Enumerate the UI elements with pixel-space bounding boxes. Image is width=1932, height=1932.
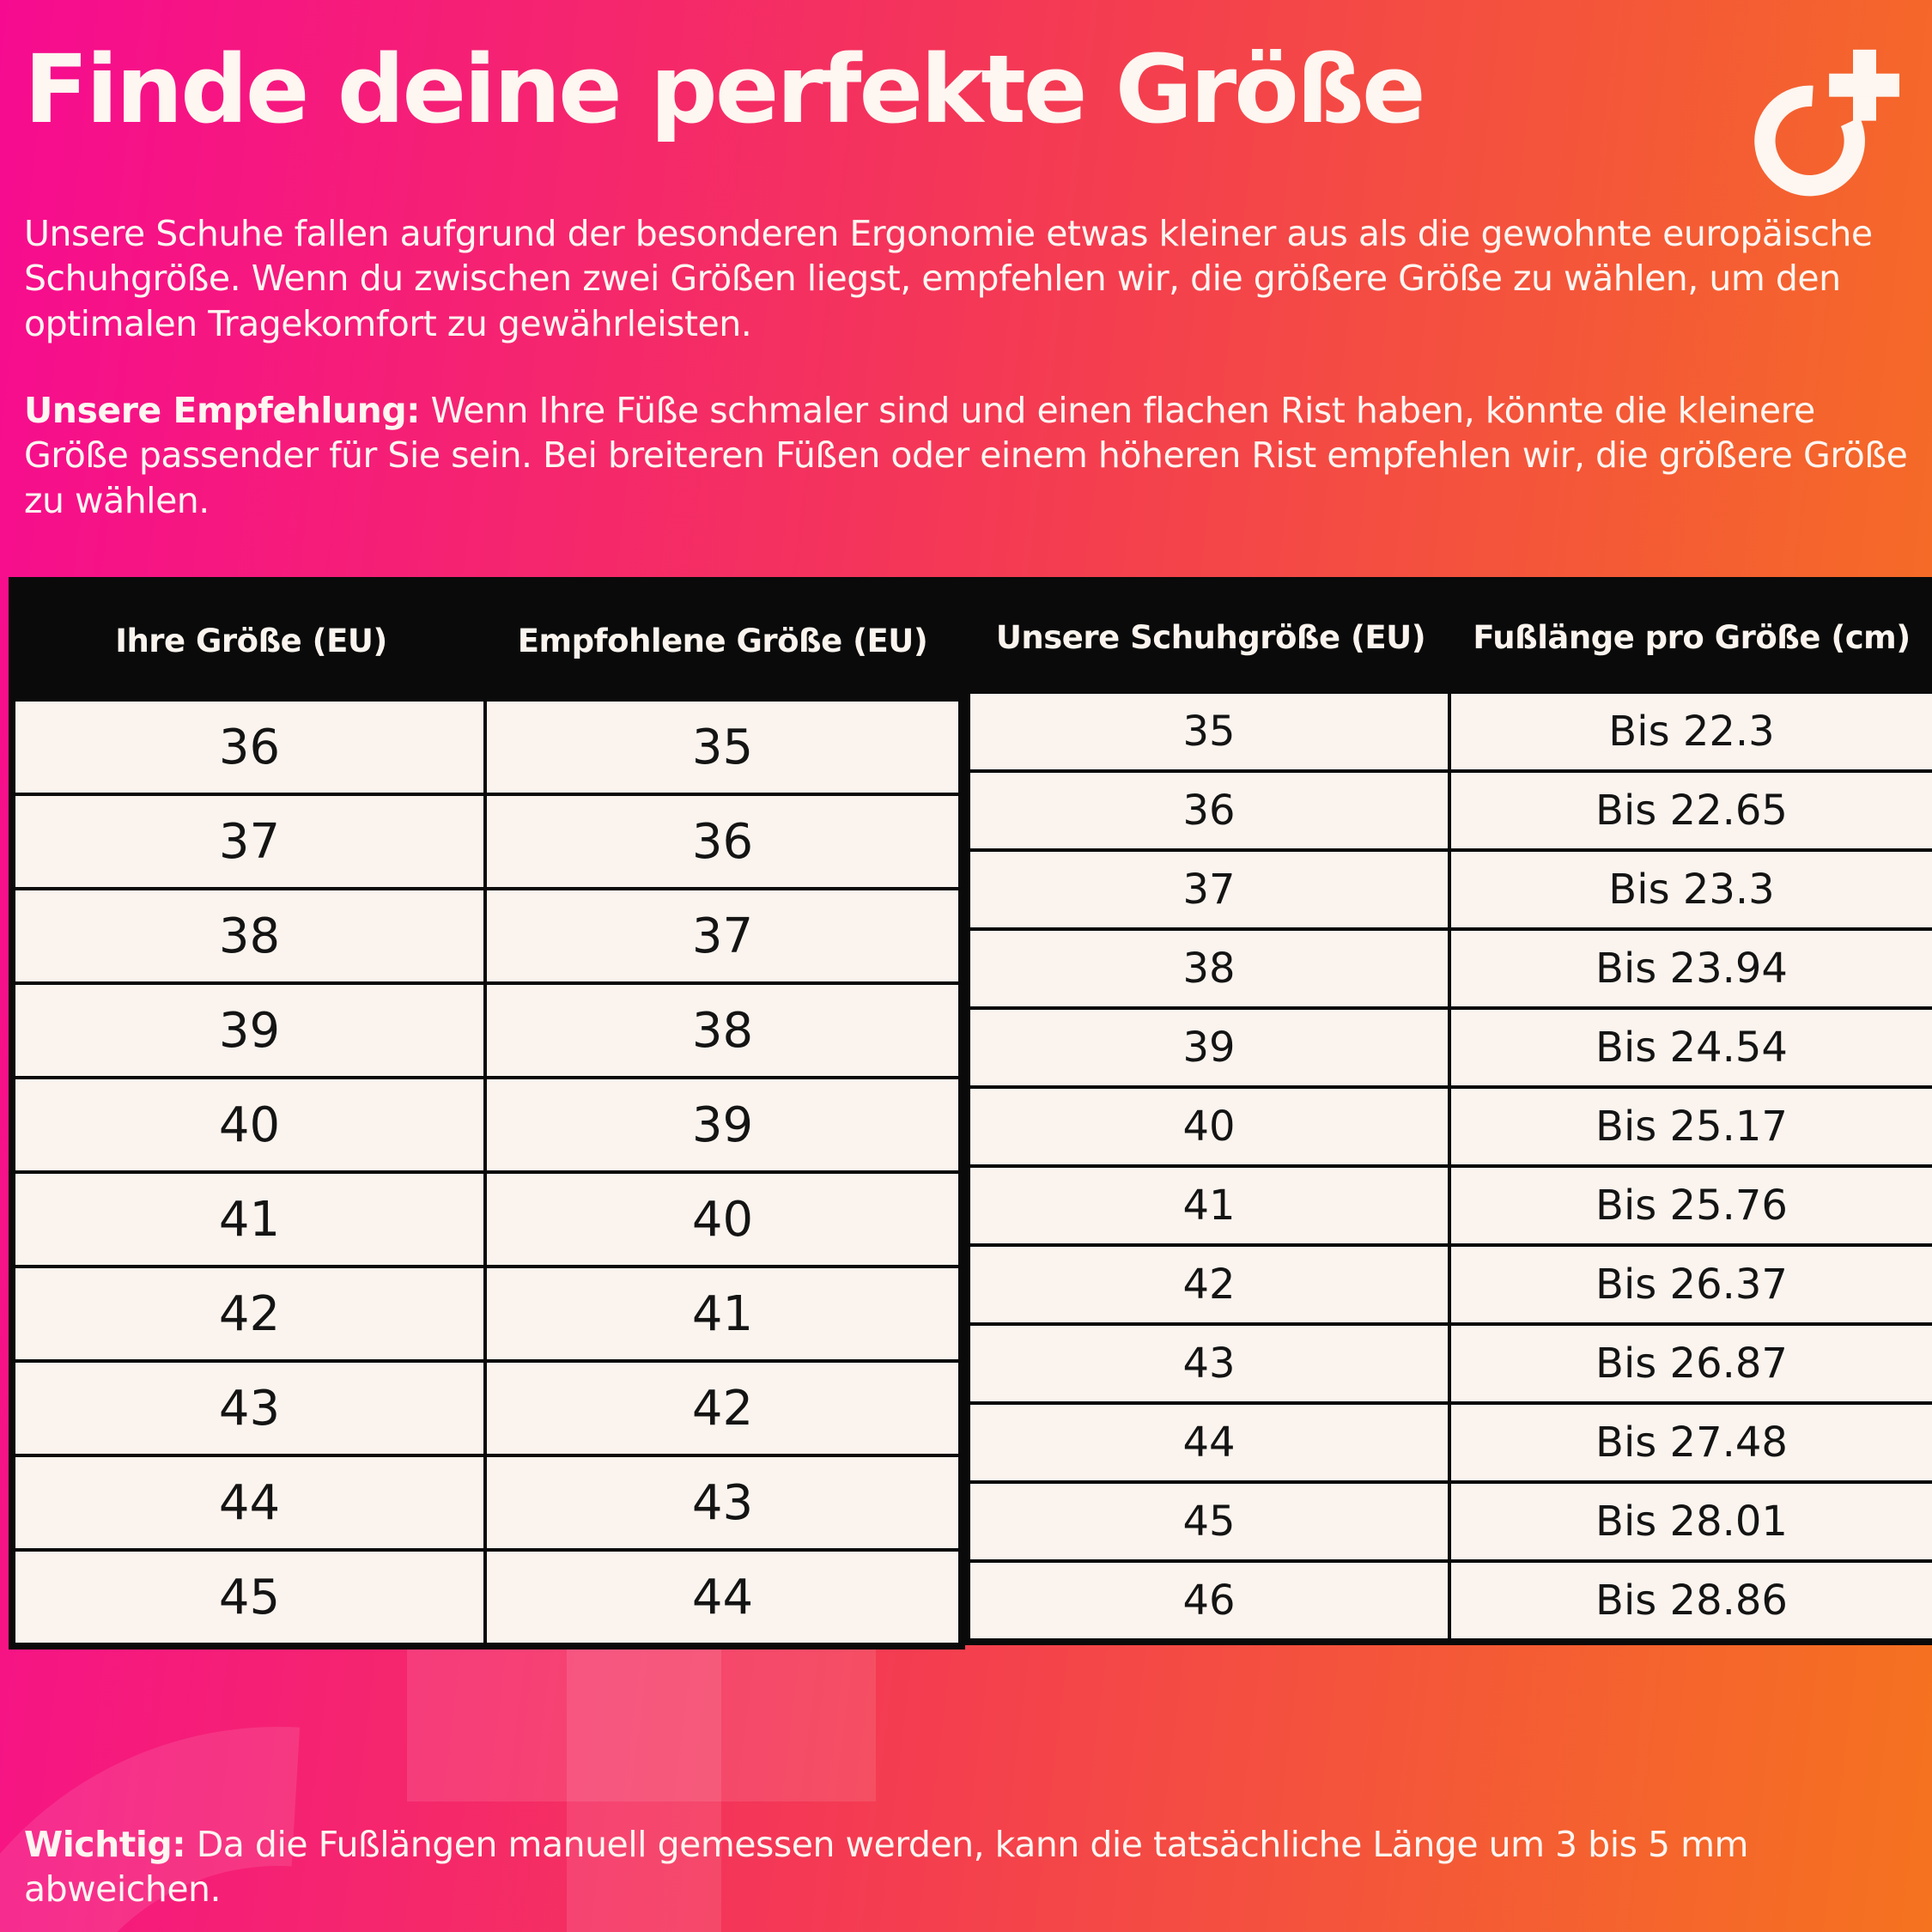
foot-length-table: Unsere Schuhgröße (EU) Fußlänge pro Größ…: [963, 577, 1932, 1645]
table-cell-foot-length: Bis 25.17: [1451, 1085, 1932, 1164]
table-cell-shoe-size: 43: [970, 1322, 1451, 1401]
table-cell-foot-length: Bis 28.01: [1451, 1480, 1932, 1559]
table-cell-your-size: 39: [15, 981, 487, 1076]
table-cell-foot-length: Bis 23.3: [1451, 848, 1932, 927]
size-conversion-table: Ihre Größe (EU) Empfohlene Größe (EU) 36…: [9, 577, 965, 1649]
table-cell-foot-length: Bis 27.48: [1451, 1401, 1932, 1480]
table-cell-recommended-size: 35: [487, 698, 958, 793]
table-cell-shoe-size: 41: [970, 1164, 1451, 1243]
table-cell-shoe-size: 44: [970, 1401, 1451, 1480]
table-cell-recommended-size: 44: [487, 1548, 958, 1643]
table-cell-shoe-size: 37: [970, 848, 1451, 927]
table-cell-foot-length: Bis 26.37: [1451, 1243, 1932, 1322]
circle-plus-logo-icon: [1754, 49, 1899, 197]
recommendation-text: Wenn Ihre Füße schmaler sind und einen f…: [24, 390, 1908, 521]
table-cell-foot-length: Bis 24.54: [1451, 1006, 1932, 1085]
table-cell-recommended-size: 37: [487, 887, 958, 981]
column-header-our-shoe-size: Unsere Schuhgröße (EU): [970, 584, 1451, 690]
table-cell-your-size: 43: [15, 1359, 487, 1454]
table-cell-shoe-size: 46: [970, 1559, 1451, 1638]
table-cell-recommended-size: 43: [487, 1454, 958, 1548]
table-cell-shoe-size: 39: [970, 1006, 1451, 1085]
table-cell-shoe-size: 36: [970, 769, 1451, 848]
table-cell-foot-length: Bis 23.94: [1451, 927, 1932, 1006]
recommendation-label: Unsere Empfehlung:: [24, 390, 421, 431]
table-cell-your-size: 40: [15, 1076, 487, 1170]
table-cell-your-size: 38: [15, 887, 487, 981]
table-cell-recommended-size: 39: [487, 1076, 958, 1170]
table-cell-foot-length: Bis 22.65: [1451, 769, 1932, 848]
table-cell-shoe-size: 38: [970, 927, 1451, 1006]
table-cell-your-size: 37: [15, 793, 487, 887]
table-cell-recommended-size: 41: [487, 1265, 958, 1359]
table-cell-shoe-size: 42: [970, 1243, 1451, 1322]
table-cell-your-size: 45: [15, 1548, 487, 1643]
table-cell-your-size: 42: [15, 1265, 487, 1359]
table-cell-recommended-size: 38: [487, 981, 958, 1076]
column-header-recommended-size: Empfohlene Größe (EU): [487, 584, 958, 698]
table-cell-recommended-size: 42: [487, 1359, 958, 1454]
note-text: Da die Fußlängen manuell gemessen werden…: [24, 1824, 1748, 1911]
table-cell-foot-length: Bis 22.3: [1451, 690, 1932, 769]
table-cell-foot-length: Bis 28.86: [1451, 1559, 1932, 1638]
table-cell-shoe-size: 35: [970, 690, 1451, 769]
intro-paragraph: Unsere Schuhe fallen aufgrund der besond…: [24, 211, 1913, 346]
important-note: Wichtig: Da die Fußlängen manuell gemess…: [24, 1822, 1913, 1912]
column-header-your-size: Ihre Größe (EU): [15, 584, 487, 698]
note-label: Wichtig:: [24, 1824, 186, 1865]
table-cell-recommended-size: 40: [487, 1170, 958, 1265]
table-cell-your-size: 44: [15, 1454, 487, 1548]
table-cell-your-size: 36: [15, 698, 487, 793]
table-cell-foot-length: Bis 25.76: [1451, 1164, 1932, 1243]
page-title: Finde deine perfekte Größe: [24, 34, 1426, 144]
recommendation-paragraph: Unsere Empfehlung: Wenn Ihre Füße schmal…: [24, 388, 1913, 523]
table-cell-recommended-size: 36: [487, 793, 958, 887]
table-cell-foot-length: Bis 26.87: [1451, 1322, 1932, 1401]
table-cell-shoe-size: 40: [970, 1085, 1451, 1164]
intro-text: Unsere Schuhe fallen aufgrund der besond…: [24, 213, 1873, 344]
table-cell-your-size: 41: [15, 1170, 487, 1265]
table-cell-shoe-size: 45: [970, 1480, 1451, 1559]
watermark-circle-plus-icon: [0, 1487, 876, 1932]
column-header-foot-length: Fußlänge pro Größe (cm): [1451, 584, 1932, 690]
